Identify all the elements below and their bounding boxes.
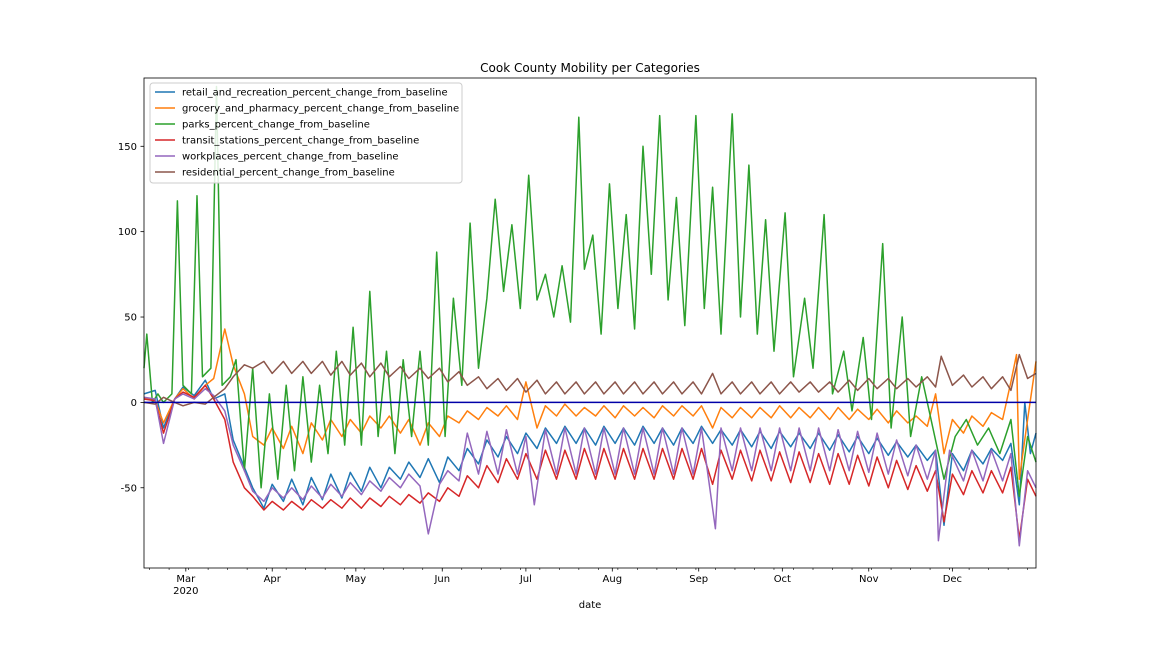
y-tick-label: 100: [118, 227, 137, 238]
y-tick-label: 0: [131, 398, 137, 409]
series-line-4: [143, 387, 1037, 547]
x-tick-label: May: [346, 574, 367, 585]
legend-entry-3: transit_stations_percent_change_from_bas…: [182, 136, 419, 147]
series-line-3: [143, 384, 1037, 540]
x-tick-label: Oct: [774, 574, 791, 585]
x-tick-label: Jul: [519, 574, 532, 585]
x-tick-label: Mar: [176, 574, 196, 585]
x-tick-label: Apr: [264, 574, 282, 585]
legend-entry-4: workplaces_percent_change_from_baseline: [182, 152, 399, 163]
series-line-5: [143, 353, 1037, 407]
x-tick-label: Nov: [859, 574, 879, 585]
legend-entry-0: retail_and_recreation_percent_change_fro…: [182, 88, 448, 99]
x-tick-label: Jun: [433, 574, 450, 585]
legend-entry-1: grocery_and_pharmacy_percent_change_from…: [182, 104, 459, 115]
plot-frame: [143, 77, 1037, 569]
x-tick-sublabel: 2020: [173, 586, 198, 597]
y-tick-label: 150: [118, 142, 137, 153]
x-tick-label: Aug: [603, 574, 623, 585]
y-axis: -50 0 50 100 150: [118, 142, 144, 494]
legend-entry-2: parks_percent_change_from_baseline: [182, 120, 370, 131]
chart-title: Cook County Mobility per Categories: [480, 61, 700, 75]
series-layer: [143, 85, 1037, 547]
series-line-2: [143, 85, 1037, 498]
y-tick-label: -50: [121, 483, 137, 494]
legend: retail_and_recreation_percent_change_fro…: [149, 82, 463, 184]
series-line-0: [143, 379, 1037, 527]
legend-box: [149, 82, 463, 184]
y-tick-label: 50: [124, 313, 137, 324]
x-tick-label: Sep: [689, 574, 708, 585]
legend-entry-5: residential_percent_change_from_baseline: [182, 168, 395, 179]
x-tick-label: Dec: [943, 574, 962, 585]
x-axis-label: date: [579, 600, 602, 611]
